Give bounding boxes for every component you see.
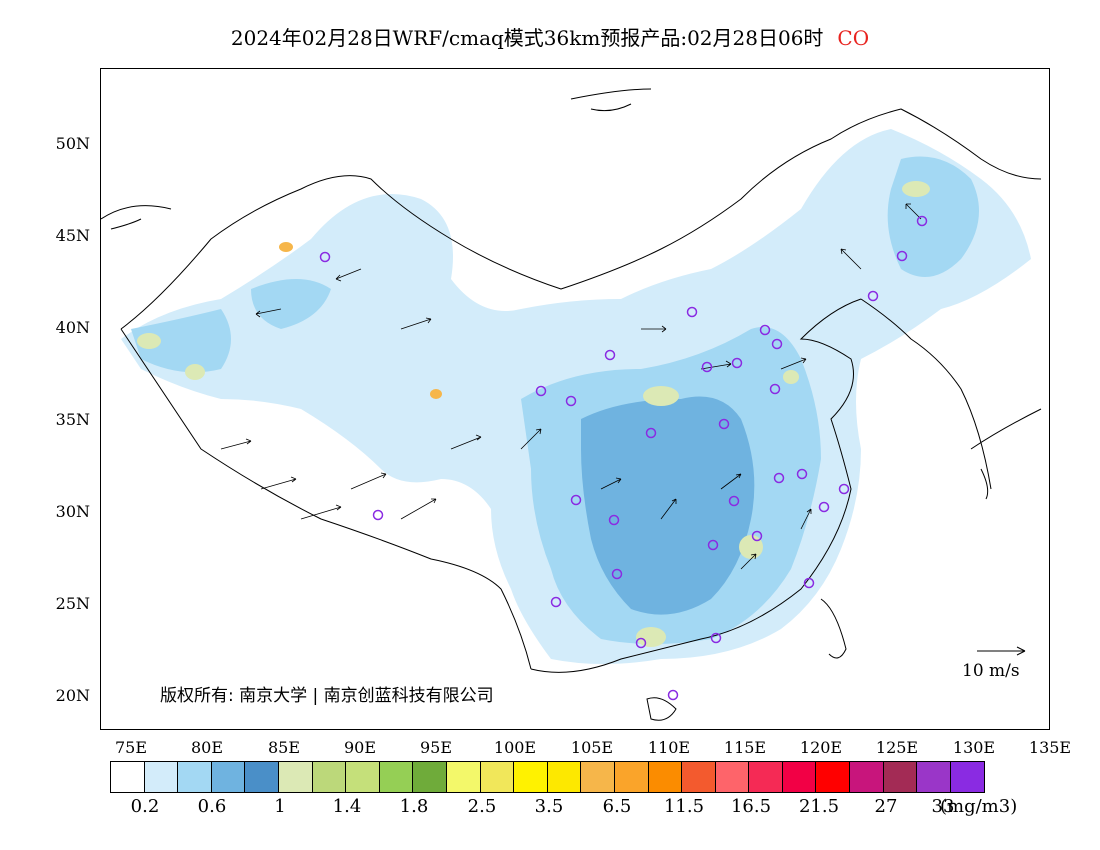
lon-label: 90E [343,738,377,757]
lon-label: 95E [419,738,453,757]
lat-label: 30N [55,502,90,521]
colorbar-cell [782,762,817,792]
colorbar-cell [144,762,179,792]
colorbar-unit: (mg/m3) [940,796,1018,817]
lat-label: 50N [55,134,90,153]
lon-label: 125E [875,738,919,757]
colorbar-cell [547,762,582,792]
colorbar-cell [245,762,279,792]
colorbar-cell [514,762,548,792]
colorbar-cell [749,762,783,792]
colorbar-cell [581,762,615,792]
lat-label: 35N [55,410,90,429]
colorbar-cell [446,762,481,792]
lon-label: 130E [952,738,996,757]
colorbar-cell [648,762,683,792]
colorbar-cell [850,762,884,792]
colorbar-cell [211,762,246,792]
lon-label: 85E [267,738,301,757]
colorbar-cell [614,762,649,792]
map-title: 2024年02月28日WRF/cmaq模式36km预报产品:02月28日06时 C… [0,22,1100,51]
colorbar-cell [413,762,447,792]
lat-label: 45N [55,226,90,245]
species-label: CO [837,26,870,50]
boundaries [101,88,1042,721]
colorbar-label: 16.5 [730,796,772,817]
lat-label: 25N [55,594,90,613]
colorbar-label: 3.5 [534,796,564,817]
colorbar-label: 27 [874,796,898,817]
copyright-text: 版权所有: 南京大学 | 南京创蓝科技有限公司 [160,686,494,706]
concentration-field [121,129,1031,664]
colorbar-cell [346,762,380,792]
colorbar-label: 33 [931,796,955,817]
map-frame [100,68,1050,730]
colorbar-cell [917,762,951,792]
wind-reference-label: 10 m/s [962,661,1020,681]
lon-label: 105E [570,738,614,757]
lon-label: 115E [723,738,767,757]
wind-vectors [220,203,922,570]
colorbar-label: 11.5 [663,796,705,817]
colorbar-cell [178,762,212,792]
lon-label: 80E [190,738,224,757]
lon-label: 75E [114,738,148,757]
colorbar-label: 21.5 [798,796,840,817]
colorbar-label: 6.5 [602,796,632,817]
colorbar-cell [715,762,750,792]
colorbar-cell [816,762,851,792]
colorbar [110,761,986,793]
colorbar-cell [883,762,918,792]
colorbar-cell [379,762,414,792]
colorbar-cell [312,762,347,792]
lon-label: 110E [647,738,691,757]
colorbar-label: 0.2 [130,796,160,817]
colorbar-label: 1.4 [332,796,362,817]
station-markers [319,215,928,701]
colorbar-label: 1 [274,796,286,817]
title-text: 2024年02月28日WRF/cmaq模式36km预报产品:02月28日06时 [230,26,824,50]
map-canvas [101,88,1042,721]
lon-label: 135E [1028,738,1072,757]
colorbar-label: 2.5 [467,796,497,817]
lat-label: 20N [55,686,90,705]
colorbar-cell [950,762,985,792]
colorbar-cell [111,762,145,792]
lat-label: 40N [55,318,90,337]
lon-label: 100E [493,738,537,757]
lon-label: 120E [799,738,843,757]
reference-arrow [977,646,1026,656]
colorbar-cell [480,762,515,792]
colorbar-label: 0.6 [197,796,227,817]
colorbar-label: 1.8 [399,796,429,817]
colorbar-cell [278,762,313,792]
colorbar-cell [682,762,716,792]
